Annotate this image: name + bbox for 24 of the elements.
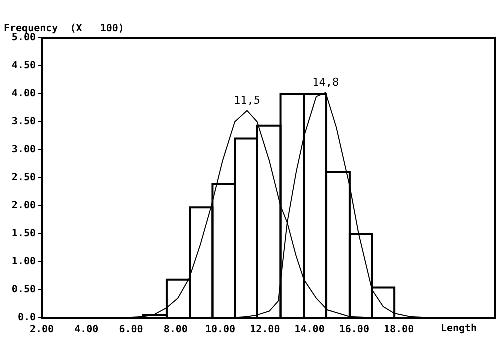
y-tick-label: 4.00 [12,88,36,100]
y-tick-label: 2.00 [12,200,36,212]
y-tick-label: 2.50 [12,172,36,184]
y-tick-label: 3.50 [12,116,36,128]
x-tick-label: 2.00 [30,324,54,336]
y-tick-label: 1.00 [12,256,36,268]
y-tick-label: 5.00 [12,32,36,44]
x-axis-title: Length [440,324,478,335]
x-tick-label: 18.00 [384,324,414,336]
x-tick-label: 12.00 [250,324,280,336]
y-tick-label: 4.50 [12,60,36,72]
y-tick-label: 1.50 [12,228,36,240]
x-tick-label: 6.00 [119,324,144,336]
x-tick-label: 8.00 [164,324,188,336]
x-tick-label: 16.00 [339,324,370,336]
y-axis-title: Frequency (X 100) [4,24,124,35]
x-tick-label: 4.00 [74,324,99,336]
annotation: 11,5 [234,94,261,108]
annotation: 14,8 [312,76,340,90]
x-tick-label: 14.00 [294,324,325,336]
y-tick-label: 0.0 [18,312,36,324]
x-tick-label: 10.00 [205,324,236,336]
y-tick-label: 0.50 [12,284,36,296]
y-tick-label: 3.00 [12,144,36,156]
